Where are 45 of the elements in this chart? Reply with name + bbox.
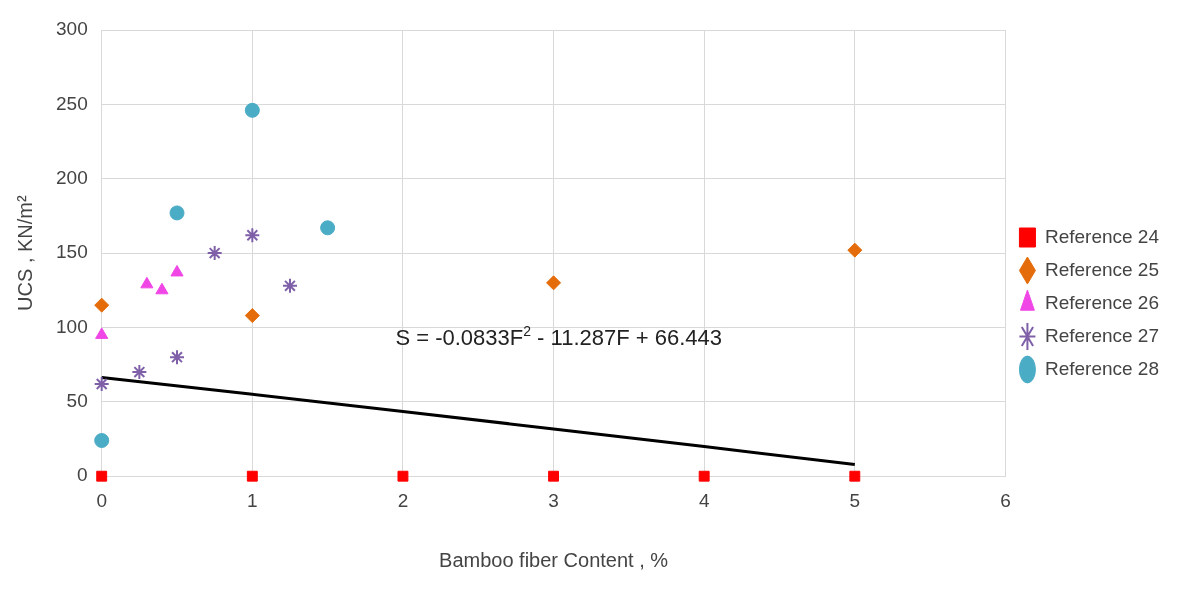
x-tick-label: 1 — [247, 489, 258, 511]
y-tick-label: 250 — [56, 92, 88, 114]
point — [93, 375, 110, 392]
point — [169, 205, 185, 221]
point — [95, 327, 109, 339]
point — [244, 227, 261, 244]
legend-label: Reference 27 — [1044, 324, 1159, 346]
point — [397, 470, 409, 482]
point — [155, 282, 169, 295]
point — [847, 242, 863, 258]
x-tick-label: 3 — [548, 489, 559, 511]
legend-label: Reference 25 — [1044, 258, 1159, 280]
point — [244, 308, 260, 324]
point — [281, 277, 298, 294]
point — [546, 275, 562, 291]
x-tick-label: 2 — [397, 489, 409, 511]
x-axis-title: Bamboo fiber Content , % — [439, 548, 669, 571]
x-tick-label: 6 — [1000, 489, 1011, 511]
point — [244, 102, 260, 118]
point — [131, 364, 148, 381]
legend-label: Reference 26 — [1044, 291, 1159, 313]
point — [320, 220, 336, 236]
point — [246, 470, 258, 482]
point — [698, 470, 710, 482]
y-tick-label: 50 — [66, 390, 88, 412]
y-tick-label: 300 — [56, 18, 88, 40]
y-tick-label: 0 — [77, 464, 88, 486]
x-tick-label: 5 — [849, 489, 861, 511]
x-tick-label: 4 — [698, 489, 710, 511]
point — [96, 470, 108, 482]
point — [169, 349, 186, 366]
point — [140, 276, 154, 289]
y-tick-label: 200 — [56, 166, 88, 188]
point — [94, 433, 110, 448]
y-tick-label: 150 — [56, 241, 88, 263]
x-tick-label: 0 — [96, 489, 107, 511]
point — [170, 264, 184, 277]
point — [548, 470, 560, 482]
point — [849, 470, 861, 482]
legend-label: Reference 24 — [1044, 225, 1160, 247]
point — [206, 245, 223, 262]
point — [94, 297, 110, 313]
y-tick-label: 100 — [56, 315, 88, 337]
y-axis-title: UCS , KN/m² — [13, 194, 36, 311]
legend-label: Reference 28 — [1044, 357, 1159, 379]
